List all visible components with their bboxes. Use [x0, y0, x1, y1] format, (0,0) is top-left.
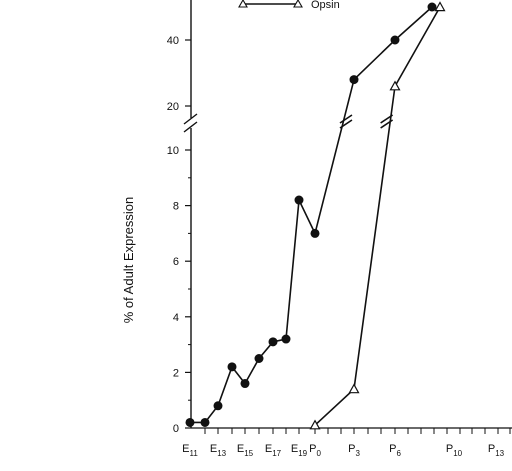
data-point-filled [240, 379, 250, 389]
data-point-filled [390, 35, 400, 45]
data-point-filled [281, 334, 291, 344]
data-point-filled [268, 337, 278, 347]
data-point-open-triangle [348, 383, 360, 394]
y-axis-break-mark [183, 113, 198, 133]
x-tick-label: E13 [210, 443, 227, 458]
y-tick-label: 40 [167, 35, 179, 47]
series-line-opsin [314, 6, 441, 426]
data-point-open-triangle [434, 1, 446, 12]
data-point-filled [185, 417, 195, 427]
x-tick-label: P10 [446, 443, 463, 458]
x-tick-label: E19 [291, 443, 308, 458]
data-point-filled [254, 354, 264, 363]
y-tick-label: 0 [173, 423, 179, 435]
x-tick-label: E17 [265, 443, 282, 458]
data-point-filled [294, 195, 304, 205]
series-break-mark [339, 114, 353, 129]
data-point-open-triangle [389, 80, 401, 91]
data-point-filled [349, 75, 359, 85]
series-line-filled [190, 6, 433, 424]
y-tick-label: 8 [173, 201, 179, 213]
y-tick-label: 6 [173, 256, 179, 268]
x-tick-label: P6 [389, 443, 401, 458]
y-tick-labels: 0 2 4 6 8 10 20 40 [167, 35, 179, 435]
data-point-open-triangle [309, 419, 321, 430]
series-markers [185, 1, 446, 430]
legend-marker [293, 0, 303, 8]
x-tick-labels: E11 E13 E15 E17 E19 P0 P3 P6 P10 P13 [182, 443, 504, 458]
x-tick-label: E15 [237, 443, 254, 458]
y-axis-title: % of Adult Expression [121, 197, 136, 323]
legend-label: Opsin [311, 0, 340, 11]
axes-group [183, 0, 512, 434]
x-tick-label: E11 [182, 443, 198, 458]
x-tick-label: P13 [488, 443, 505, 458]
data-point-filled [200, 417, 210, 427]
y-tick-label: 20 [167, 101, 179, 113]
x-tick-label: P3 [348, 443, 360, 458]
legend-marker [238, 0, 248, 8]
x-tick-label: P0 [309, 443, 321, 458]
y-tick-label: 4 [173, 312, 179, 324]
data-point-filled [310, 228, 320, 238]
y-tick-label: 2 [173, 367, 179, 379]
data-point-filled [213, 401, 223, 411]
legend: Opsin [238, 0, 340, 11]
y-tick-label: 10 [167, 145, 179, 157]
data-point-filled [227, 362, 237, 372]
series-break-mark [380, 114, 394, 129]
series-lines [190, 6, 441, 426]
data-point-filled [427, 2, 437, 12]
